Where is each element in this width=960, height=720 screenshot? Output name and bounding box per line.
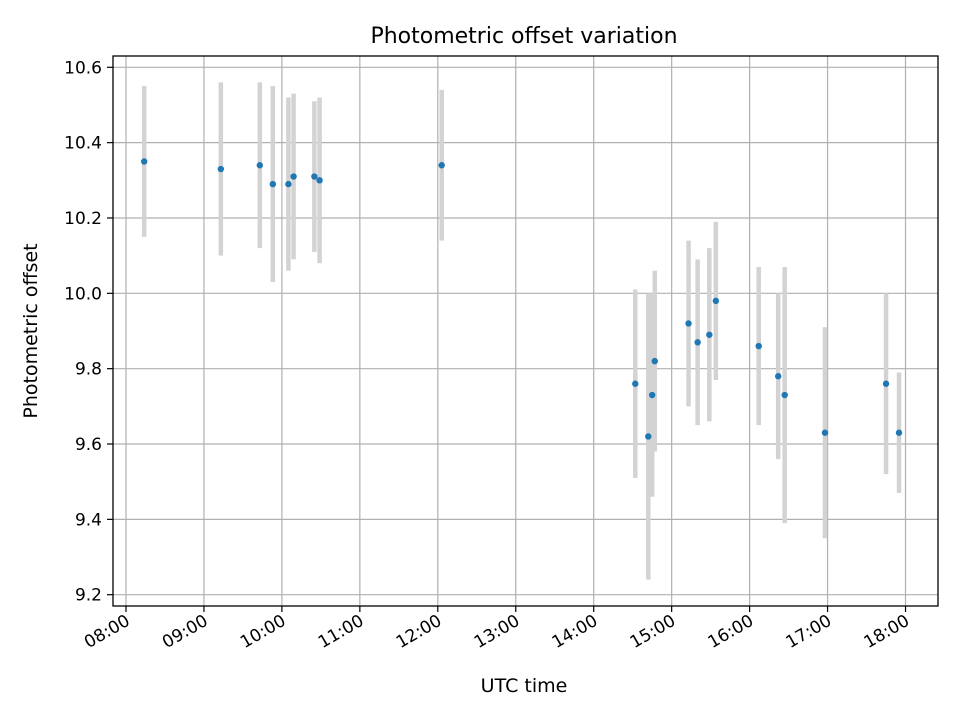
chart-title: Photometric offset variation — [370, 24, 677, 49]
data-point — [712, 297, 720, 305]
data-point — [821, 429, 829, 436]
grid — [113, 56, 938, 606]
plot-frame — [112, 55, 939, 607]
y-tick-label: 9.4 — [75, 510, 102, 530]
data-point — [895, 429, 903, 436]
data-point — [648, 391, 656, 399]
y-tick-label: 10.2 — [64, 209, 102, 229]
data-point — [694, 339, 701, 346]
data-point — [685, 320, 692, 327]
y-axis-label: Photometric offset — [20, 243, 42, 418]
data-point — [755, 342, 762, 350]
data-point — [290, 173, 297, 180]
data-point — [781, 391, 788, 399]
data-point — [140, 158, 148, 165]
data-point — [882, 380, 890, 387]
data-point — [316, 177, 323, 184]
y-tick-label: 9.6 — [75, 435, 102, 455]
x-axis-label: UTC time — [481, 675, 568, 697]
y-tick-label: 10.4 — [64, 134, 102, 154]
data-point — [651, 357, 658, 365]
y-tick-label: 9.8 — [75, 360, 102, 380]
data-point — [706, 331, 713, 338]
data-point — [632, 380, 639, 387]
data-points — [140, 158, 903, 440]
y-tick-label: 10.0 — [64, 284, 102, 304]
data-point — [645, 433, 652, 440]
data-point — [217, 165, 225, 173]
data-point — [438, 162, 445, 169]
data-point — [311, 173, 318, 180]
data-point — [269, 180, 277, 188]
data-point — [256, 162, 264, 169]
data-point — [285, 180, 292, 188]
y-tick-label: 10.6 — [64, 58, 102, 78]
data-point — [774, 373, 782, 380]
y-tick-label: 9.2 — [75, 586, 102, 606]
